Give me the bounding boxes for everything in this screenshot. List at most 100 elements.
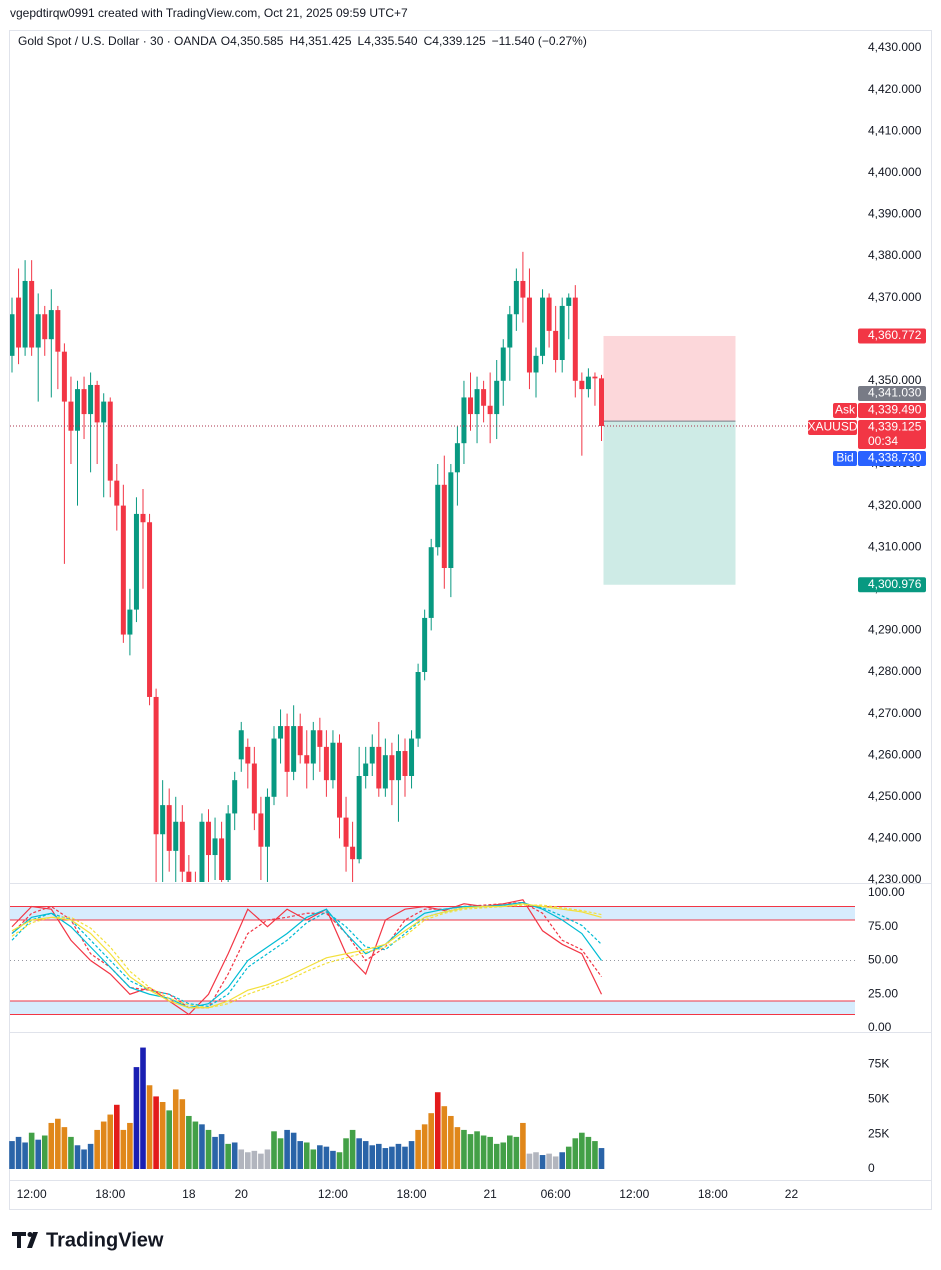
symbol-title: Gold Spot / U.S. Dollar · 30 · OANDA: [18, 34, 217, 48]
volume-bar: [421, 1124, 428, 1169]
volume-bar: [74, 1145, 81, 1169]
volume-bar: [356, 1138, 362, 1169]
candle-body: [16, 297, 22, 348]
volume-bar: [146, 1085, 153, 1169]
candle-body: [533, 355, 539, 373]
volume-bar: [41, 1135, 48, 1169]
volume-bar: [94, 1129, 100, 1169]
candle-body: [356, 776, 362, 860]
volume-bar: [362, 1141, 369, 1169]
price-label-box: [858, 451, 926, 467]
volume-bar: [290, 1132, 297, 1169]
volume-bar: [100, 1121, 107, 1169]
volume-bar: [35, 1139, 41, 1169]
y-tick-label: 100.00: [868, 885, 905, 899]
price-tag-box: [833, 451, 857, 467]
volume-bar: [565, 1146, 572, 1169]
x-tick-label: 06:00: [541, 1187, 571, 1201]
band: [10, 906, 855, 920]
candle-body: [520, 280, 526, 298]
volume-bar: [428, 1113, 434, 1169]
volume-bar: [81, 1149, 87, 1169]
candle-body: [461, 397, 467, 444]
oscillator-line: [11, 903, 602, 1008]
candle-body: [48, 310, 54, 340]
candle-body: [507, 314, 513, 348]
candle-body: [284, 726, 290, 772]
candle-body: [278, 726, 284, 739]
candle-body: [232, 780, 238, 814]
price-tag-box: [833, 403, 857, 419]
y-tick-label: 4,400.000: [868, 165, 922, 179]
price-label-box: [858, 403, 926, 419]
price-label-box: [858, 577, 926, 593]
y-tick-label: 25K: [868, 1126, 889, 1140]
legend-value: 4,351.425: [298, 34, 352, 48]
volume-bar: [212, 1136, 218, 1169]
volume-bar: [310, 1149, 317, 1169]
candle-body: [323, 746, 329, 781]
frame: [9, 30, 932, 1210]
candle-body: [173, 821, 179, 851]
candle-body: [271, 738, 277, 797]
volume-bar: [592, 1141, 598, 1169]
volume-bar: [349, 1129, 356, 1169]
candle-body: [422, 617, 428, 672]
volume-bar: [55, 1118, 61, 1169]
candle-body: [363, 763, 369, 776]
candle-body: [409, 738, 415, 776]
candle-body: [487, 405, 493, 415]
volume-bar: [9, 1141, 15, 1169]
candle-body: [88, 384, 94, 415]
volume-bar: [87, 1143, 94, 1169]
candles: [10, 251, 604, 882]
candle-body: [199, 821, 205, 882]
price-tag: XAUUSD: [807, 420, 857, 434]
candle-body: [468, 397, 473, 415]
logo-mark: [12, 1232, 26, 1248]
volume-bar: [133, 1067, 140, 1169]
legend-value: 4,335.540: [364, 34, 418, 48]
candle-body: [251, 763, 257, 814]
y-tick-label: 4,230.000: [868, 872, 922, 886]
volume-bar: [336, 1152, 343, 1169]
y-tick-label: 75.00: [868, 919, 898, 933]
candle-body: [107, 401, 113, 481]
legend-key: C: [424, 34, 433, 48]
candle-body: [206, 821, 211, 856]
volume-bar: [323, 1146, 330, 1169]
volume-bar: [448, 1115, 454, 1169]
candle-body: [317, 730, 323, 747]
legend-value: 4,350.585: [230, 34, 284, 48]
candle-body: [402, 751, 408, 776]
candle-body: [592, 376, 598, 379]
volume-bar: [474, 1131, 480, 1169]
candle-body: [75, 389, 80, 431]
candle-body: [179, 821, 185, 872]
volume-bar: [166, 1110, 172, 1169]
candle-body: [140, 513, 146, 523]
x-tick-label: 18: [182, 1187, 196, 1201]
y-tick-label: 4,270.000: [868, 706, 922, 720]
volume-bar: [382, 1148, 389, 1169]
price-label-box: [858, 420, 926, 450]
volume-bar: [192, 1121, 199, 1169]
candle-body: [579, 380, 585, 390]
candle-body: [127, 609, 133, 635]
candle-body: [343, 817, 349, 847]
volume-bar: [487, 1136, 493, 1169]
price-label-box: [858, 386, 926, 402]
volume-bar: [500, 1142, 507, 1169]
logo-mark: [27, 1232, 38, 1248]
volume-bar: [238, 1149, 245, 1169]
candle-body: [166, 805, 172, 851]
volume-bar: [68, 1136, 74, 1169]
candle-body: [120, 505, 126, 635]
oscillator-line: [11, 903, 602, 1009]
volume-bar: [303, 1142, 310, 1169]
candle-body: [147, 522, 153, 697]
candle-body: [94, 384, 100, 423]
countdown: 00:34: [868, 434, 898, 448]
x-tick-label: 20: [235, 1187, 249, 1201]
price-label: 4,338.730: [868, 451, 922, 465]
